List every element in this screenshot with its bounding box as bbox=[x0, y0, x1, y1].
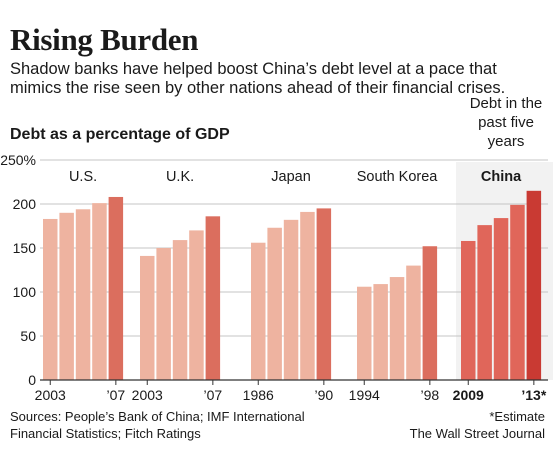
x-tick-label: 2003 bbox=[132, 387, 163, 403]
bar-china-2013 bbox=[526, 190, 542, 380]
bar-u-k--2005 bbox=[172, 240, 188, 380]
bar-japan-1988 bbox=[283, 219, 299, 380]
y-tick-label: 50 bbox=[20, 328, 36, 344]
x-tick-label: ’13* bbox=[521, 387, 546, 403]
bar-u-s--2006 bbox=[92, 203, 107, 380]
estimate-footnote: *Estimate bbox=[489, 409, 545, 424]
group-label: U.K. bbox=[166, 169, 194, 185]
bar-china-2012 bbox=[510, 204, 525, 380]
highlight-note: Debt in the past five years bbox=[469, 95, 543, 150]
group-label: U.S. bbox=[69, 169, 97, 185]
x-tick-label: 1986 bbox=[243, 387, 274, 403]
x-tick-label: 2009 bbox=[453, 387, 484, 403]
x-tick-label: 2003 bbox=[35, 387, 66, 403]
chart-subtitle: Shadow banks have helped boost China’s d… bbox=[10, 60, 506, 97]
y-axis-label: Debt as a percentage of GDP bbox=[10, 126, 230, 143]
group-label: China bbox=[481, 169, 522, 185]
bar-u-s--2003 bbox=[43, 218, 58, 380]
bar-u-s--2007 bbox=[108, 196, 124, 380]
bar-u-s--2004 bbox=[59, 212, 74, 380]
bar-china-2010 bbox=[477, 225, 492, 380]
bar-south-korea-1995 bbox=[373, 284, 388, 380]
bar-u-k--2006 bbox=[189, 230, 204, 380]
bar-china-2009 bbox=[461, 240, 476, 380]
bar-japan-1990 bbox=[316, 208, 332, 380]
bar-japan-1986 bbox=[251, 242, 266, 380]
x-tick-label: ’07 bbox=[204, 387, 223, 403]
bar-u-k--2007 bbox=[205, 216, 221, 380]
chart-title: Rising Burden bbox=[10, 22, 199, 57]
y-tick-label: 250% bbox=[0, 152, 36, 168]
publisher-credit: The Wall Street Journal bbox=[409, 426, 545, 441]
x-tick-label: ’07 bbox=[107, 387, 126, 403]
y-tick-label: 0 bbox=[28, 372, 36, 388]
group-label: Japan bbox=[271, 169, 311, 185]
bar-south-korea-1996 bbox=[389, 277, 405, 380]
x-tick-label: ’98 bbox=[421, 387, 440, 403]
source-note: Sources: People’s Bank of China; IMF Int… bbox=[10, 409, 305, 441]
y-tick-label: 150 bbox=[13, 240, 37, 256]
x-tick-label: ’90 bbox=[315, 387, 334, 403]
bar-south-korea-1994 bbox=[357, 286, 372, 380]
x-tick-label: 1994 bbox=[349, 387, 380, 403]
bar-china-2011 bbox=[493, 218, 509, 380]
y-tick-label: 200 bbox=[13, 196, 37, 212]
bar-u-k--2004 bbox=[156, 248, 171, 380]
bar-south-korea-1997 bbox=[406, 265, 421, 380]
bar-u-s--2005 bbox=[75, 209, 91, 380]
bar-south-korea-1998 bbox=[422, 246, 438, 380]
y-tick-label: 100 bbox=[13, 284, 37, 300]
group-label: South Korea bbox=[357, 169, 439, 185]
bar-u-k--2003 bbox=[140, 255, 155, 380]
bar-japan-1989 bbox=[300, 211, 315, 380]
bar-japan-1987 bbox=[267, 227, 282, 380]
